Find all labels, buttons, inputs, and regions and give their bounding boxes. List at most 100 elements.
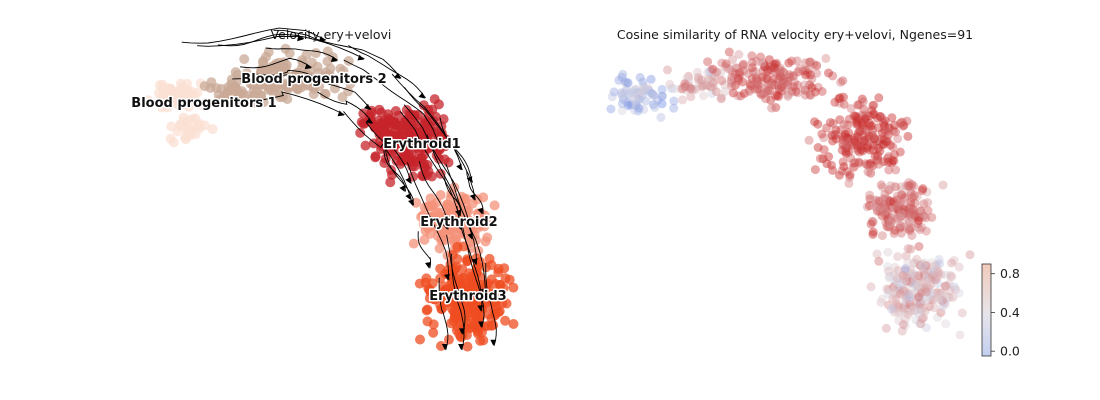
cell-point [905, 209, 915, 219]
cell-point [230, 67, 241, 78]
streamline [232, 74, 372, 110]
cell-point [842, 167, 852, 177]
cell-point [871, 137, 881, 147]
cell-point [867, 105, 877, 115]
cell-point [663, 65, 672, 75]
cell-point [898, 320, 908, 329]
colorbar-gradient [981, 263, 992, 357]
cell-point [875, 206, 885, 216]
cell-point [892, 289, 902, 299]
cell-point [355, 127, 366, 138]
cell-point [720, 80, 730, 90]
cell-point [846, 104, 856, 113]
cell-point [907, 231, 917, 240]
cell-point [942, 292, 952, 302]
cell-point [375, 127, 386, 138]
cell-point [901, 291, 911, 301]
streamline-arrow [458, 344, 465, 350]
cell-point [925, 302, 934, 312]
cell-point [329, 83, 340, 94]
cell-point [707, 72, 717, 82]
cell-point [606, 104, 616, 114]
cell-point [907, 212, 917, 222]
cell-point [860, 138, 869, 148]
streamline-arrow [456, 163, 462, 171]
cell-point [633, 106, 643, 116]
cell-point [839, 99, 849, 109]
cell-point [890, 120, 900, 130]
cell-point [620, 77, 630, 87]
cell-point [884, 151, 894, 161]
cell-point [883, 153, 893, 163]
cell-point [168, 137, 179, 148]
cell-point [489, 200, 500, 211]
cell-point [368, 138, 379, 149]
cell-point [849, 162, 859, 172]
cell-point [888, 200, 898, 209]
cell-point [882, 136, 892, 146]
cell-point [779, 76, 789, 86]
cell-point [905, 187, 915, 197]
cell-point [777, 80, 787, 90]
cell-point [721, 59, 731, 69]
cluster-label-blood-progenitors-1: Blood progenitors 1 [131, 96, 276, 111]
cell-point [914, 283, 924, 293]
cell-point [669, 103, 679, 113]
cell-point [897, 278, 907, 288]
cell-point [408, 238, 419, 249]
cell-point [873, 143, 883, 153]
cell-point [758, 58, 768, 68]
cell-point [915, 225, 925, 235]
cell-point [869, 133, 879, 143]
cell-point [631, 100, 641, 110]
streamline-arrow [408, 199, 414, 206]
cell-point [905, 226, 915, 236]
cell-point [896, 209, 906, 219]
cell-point [869, 110, 879, 120]
cell-point [840, 142, 850, 152]
streamline-arrow [456, 223, 462, 230]
streamline [446, 234, 466, 335]
cell-point [282, 82, 293, 92]
cell-point [836, 77, 846, 87]
cell-point [922, 265, 932, 275]
cell-point [895, 147, 905, 157]
cell-point [853, 143, 863, 153]
cell-point [784, 58, 794, 68]
cell-point [908, 193, 918, 203]
cell-point [867, 121, 877, 130]
cell-point [925, 281, 935, 290]
cell-point [732, 63, 742, 73]
cell-point [640, 85, 650, 95]
cell-point [623, 101, 633, 111]
cell-point [744, 85, 754, 95]
cell-point [819, 145, 829, 155]
cell-point [877, 231, 887, 241]
cell-point [894, 308, 904, 318]
cell-point [450, 310, 460, 321]
cell-point [682, 74, 692, 84]
cell-point [880, 116, 890, 126]
cell-point [926, 295, 936, 304]
cell-point [890, 280, 900, 290]
cell-point [629, 100, 639, 110]
cell-point [893, 204, 903, 214]
cell-point [753, 84, 763, 94]
cell-point [783, 92, 793, 101]
cell-point [827, 130, 837, 140]
cell-point [885, 215, 895, 225]
cell-point [858, 146, 868, 156]
cell-point [649, 90, 659, 100]
cell-point [842, 137, 852, 147]
cell-point [890, 302, 900, 312]
cell-point [246, 93, 257, 104]
cell-point [756, 52, 765, 62]
cell-point [776, 82, 786, 92]
cell-point [853, 140, 863, 150]
cell-point [791, 87, 801, 97]
cell-point [397, 137, 408, 147]
cell-point [425, 287, 436, 297]
streamline-arrow [364, 103, 371, 110]
cell-point [735, 68, 745, 78]
cell-point [889, 197, 898, 207]
